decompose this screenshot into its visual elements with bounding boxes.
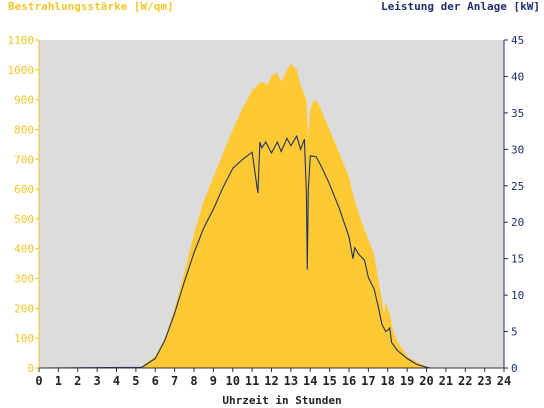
left-tick-label: 600 <box>14 183 34 196</box>
left-axis-title: Bestrahlungsstärke [W/qm] <box>8 0 174 13</box>
right-tick-label: 10 <box>511 289 524 302</box>
right-tick-label: 45 <box>511 34 524 47</box>
left-tick-label: 900 <box>14 94 34 107</box>
left-tick-label: 100 <box>14 332 34 345</box>
x-tick-label: 0 <box>35 374 42 388</box>
right-tick-label: 30 <box>511 143 524 156</box>
x-tick-label: 2 <box>74 374 81 388</box>
x-tick-label: 15 <box>322 374 336 388</box>
right-tick-label: 25 <box>511 180 524 193</box>
x-tick-label: 16 <box>342 374 356 388</box>
left-tick-label: 500 <box>14 213 34 226</box>
x-tick-label: 6 <box>152 374 159 388</box>
x-tick-label: 17 <box>361 374 375 388</box>
x-tick-label: 19 <box>400 374 414 388</box>
right-tick-label: 20 <box>511 216 524 229</box>
x-tick-label: 5 <box>132 374 139 388</box>
x-tick-label: 4 <box>113 374 120 388</box>
right-tick-label: 5 <box>511 326 518 339</box>
left-tick-label: 200 <box>14 302 34 315</box>
left-tick-label: 0 <box>27 362 34 375</box>
irradiance-area-layer <box>141 63 431 369</box>
right-tick-label: 35 <box>511 107 524 120</box>
x-tick-label: 1 <box>55 374 62 388</box>
x-tick-label: 13 <box>284 374 298 388</box>
x-tick-label: 7 <box>171 374 178 388</box>
left-tick-label: 800 <box>14 123 34 136</box>
x-tick-label: 12 <box>264 374 278 388</box>
right-tick-label: 40 <box>511 70 524 83</box>
x-tick-label: 22 <box>458 374 472 388</box>
x-tick-label: 21 <box>439 374 453 388</box>
x-tick-label: 8 <box>190 374 197 388</box>
right-tick-label: 0 <box>511 362 518 375</box>
left-tick-label: 300 <box>14 273 34 286</box>
x-axis-title: Uhrzeit in Stunden <box>222 394 342 407</box>
x-tick-label: 14 <box>303 374 317 388</box>
x-tick-label: 23 <box>477 374 491 388</box>
left-tick-label: 400 <box>14 243 34 256</box>
power-line <box>38 134 504 369</box>
irradiance-area <box>141 63 431 369</box>
left-tick-label: 1000 <box>8 64 35 77</box>
power-line-layer <box>38 134 504 369</box>
x-tick-label: 18 <box>381 374 395 388</box>
left-tick-label: 1100 <box>8 34 35 47</box>
axes: 0 1 2 3 4 5 6 7 8 9 10 11 12 13 14 15 16 17 18 19 20 21 22 23 24… <box>8 34 525 388</box>
x-tick-label: 10 <box>226 374 240 388</box>
x-tick-label: 9 <box>210 374 217 388</box>
x-tick-label: 24 <box>497 374 511 388</box>
right-tick-label: 15 <box>511 253 524 266</box>
x-tick-label: 20 <box>419 374 433 388</box>
x-tick-label: 3 <box>94 374 101 388</box>
x-tick-label: 11 <box>245 374 259 388</box>
right-axis-title: Leistung der Anlage [kW] <box>381 0 540 13</box>
left-tick-label: 700 <box>14 153 34 166</box>
